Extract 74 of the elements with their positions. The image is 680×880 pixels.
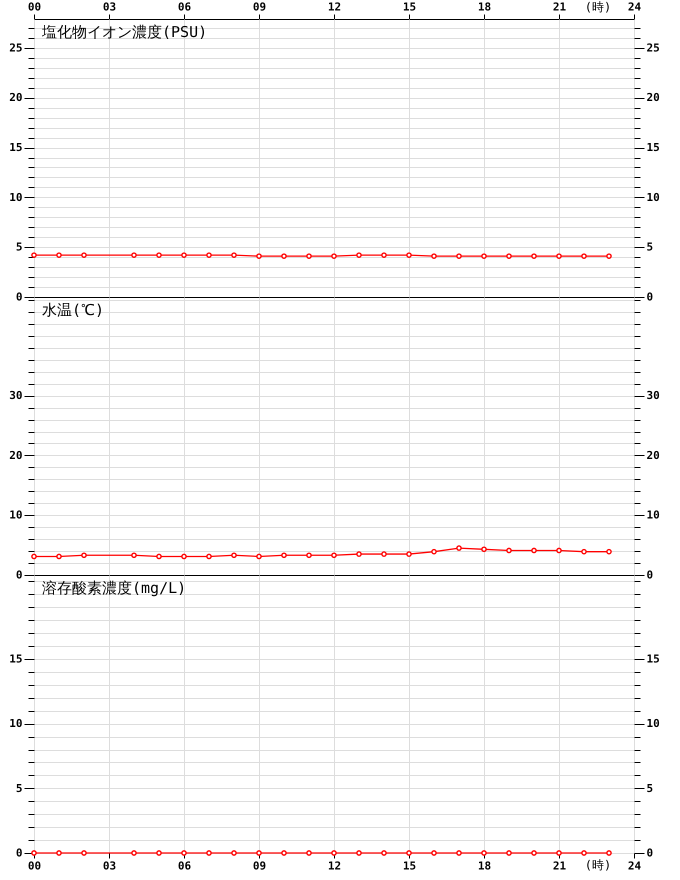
x2-tick-label: 00 bbox=[28, 0, 42, 14]
x2-tick-label: 09 bbox=[252, 0, 266, 14]
x2-tick-label: 18 bbox=[478, 0, 492, 14]
point bbox=[181, 554, 187, 560]
point bbox=[131, 552, 137, 558]
point bbox=[506, 548, 512, 554]
point bbox=[231, 552, 237, 558]
point bbox=[606, 548, 612, 554]
y-tick-label: 5 bbox=[16, 240, 22, 254]
x-tick-label: 21 bbox=[552, 860, 566, 872]
x-tick-label: 03 bbox=[102, 860, 116, 872]
point bbox=[56, 554, 62, 560]
x-tick-label: 09 bbox=[252, 860, 266, 872]
y-tick-label: 15 bbox=[9, 141, 22, 154]
x-tick-label: 00 bbox=[28, 860, 42, 872]
x-axis-title: (時) bbox=[584, 858, 612, 872]
point bbox=[481, 546, 487, 552]
y2-tick-label: 25 bbox=[646, 41, 660, 54]
y-tick-label: 10 bbox=[9, 508, 22, 522]
y2-tick-label: 10 bbox=[646, 508, 660, 522]
y-tick-label: 0 bbox=[16, 846, 22, 860]
y2-tick-label: 30 bbox=[646, 389, 660, 402]
y2-tick-label: 5 bbox=[646, 240, 654, 254]
y2-tick-label: 0 bbox=[646, 290, 654, 304]
x2-tick-label: 21 bbox=[552, 0, 566, 14]
x2-tick-label: 03 bbox=[102, 0, 116, 14]
point bbox=[31, 554, 37, 560]
x-tick-label: 24 bbox=[628, 860, 642, 872]
y2-tick-label: 10 bbox=[646, 190, 660, 204]
x2-tick-label: 12 bbox=[328, 0, 342, 14]
point bbox=[306, 552, 312, 558]
chart-title: 溶存酸素濃度(mg/L) bbox=[42, 579, 186, 597]
y-tick-label: 15 bbox=[9, 652, 22, 666]
y2-tick-label: 15 bbox=[646, 141, 660, 154]
point bbox=[431, 548, 437, 554]
y2-tick-label: 20 bbox=[646, 91, 660, 104]
y2-tick-label: 0 bbox=[646, 568, 654, 582]
x2-axis-title: (時) bbox=[584, 0, 612, 14]
x2-tick-label: 06 bbox=[178, 0, 192, 14]
y2-tick-label: 5 bbox=[646, 782, 654, 795]
point bbox=[531, 548, 537, 554]
point bbox=[556, 548, 562, 554]
y-tick-label: 20 bbox=[9, 91, 22, 104]
point bbox=[281, 552, 287, 558]
x-tick-label: 12 bbox=[328, 860, 342, 872]
y-tick-label: 20 bbox=[9, 448, 22, 462]
point bbox=[456, 545, 462, 551]
x-tick-label: 15 bbox=[402, 860, 416, 872]
point bbox=[331, 552, 337, 558]
y-tick-label: 25 bbox=[9, 41, 22, 54]
point bbox=[381, 551, 387, 557]
point bbox=[206, 554, 212, 560]
point bbox=[581, 548, 587, 554]
y2-tick-label: 15 bbox=[646, 652, 660, 666]
y2-tick-label: 10 bbox=[646, 717, 660, 730]
y-tick-label: 5 bbox=[16, 782, 22, 795]
y2-tick-label: 0 bbox=[646, 846, 654, 860]
chart-title: 水温(℃) bbox=[42, 301, 104, 319]
x2-tick-label: 15 bbox=[402, 0, 416, 14]
point bbox=[256, 554, 262, 560]
y2-tick-label: 20 bbox=[646, 448, 660, 462]
y-tick-label: 10 bbox=[9, 717, 22, 730]
y-tick-label: 30 bbox=[9, 389, 22, 402]
x-tick-label: 18 bbox=[478, 860, 492, 872]
y-tick-label: 0 bbox=[16, 290, 22, 304]
point bbox=[81, 552, 87, 558]
point bbox=[156, 554, 162, 560]
point bbox=[406, 551, 412, 557]
chart-title: 塩化物イオン濃度(PSU) bbox=[41, 23, 208, 41]
x2-tick-label: 24 bbox=[628, 0, 642, 14]
y-tick-label: 0 bbox=[16, 568, 22, 582]
x-tick-label: 06 bbox=[178, 860, 192, 872]
y-tick-label: 10 bbox=[9, 190, 22, 204]
point bbox=[356, 551, 362, 557]
